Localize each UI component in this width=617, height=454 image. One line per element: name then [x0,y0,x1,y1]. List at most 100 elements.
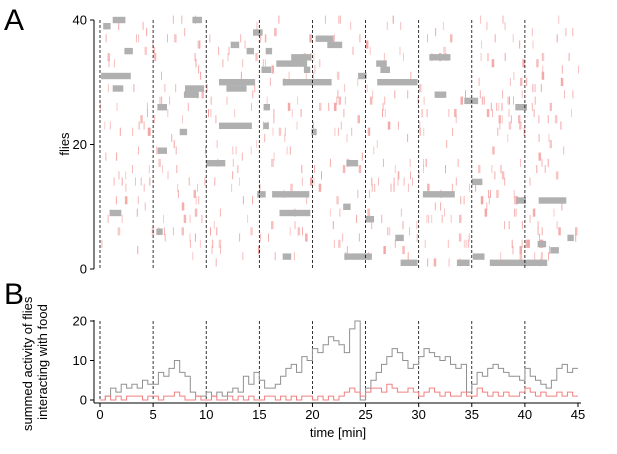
activity-tick [539,233,540,242]
activity-tick [501,102,503,111]
activity-tick [210,96,212,105]
activity-tick [529,214,531,223]
activity-tick [419,84,422,93]
activity-tick [479,90,481,99]
activity-tick [181,227,184,236]
activity-tick [138,121,140,130]
activity-tick [318,183,322,192]
interaction-bout [365,216,375,223]
activity-tick [108,59,110,68]
activity-tick [204,177,206,186]
activity-tick [502,15,504,24]
activity-tick [521,221,523,230]
interaction-bout [400,259,418,266]
activity-tick [231,183,233,192]
activity-tick [329,208,331,217]
activity-tick [565,28,567,37]
interaction-bout [253,29,263,36]
activity-tick [336,196,339,205]
activity-tick [109,121,111,130]
activity-tick [336,71,340,80]
interaction-bout [429,54,451,61]
activity-tick [523,127,525,136]
activity-tick [490,189,491,198]
activity-tick [382,109,383,118]
activity-tick [328,102,330,111]
activity-tick [205,146,207,155]
activity-tick [182,115,183,124]
activity-tick [136,34,137,43]
interaction-bout [282,79,332,86]
activity-tick [367,208,370,217]
activity-tick [114,59,115,68]
interaction-bout [291,54,312,61]
activity-tick [419,127,421,136]
activity-tick [383,246,386,255]
activity-tick [386,21,388,30]
activity-tick [259,183,261,192]
activity-tick [135,177,136,186]
activity-tick [338,239,341,248]
interaction-bout [343,203,351,210]
activity-tick [421,109,423,118]
activity-tick [426,109,428,118]
activity-tick [494,34,496,43]
activity-tick [403,53,404,62]
activity-tick [206,84,208,93]
activity-tick [465,239,467,248]
activity-tick [214,177,216,186]
activity-tick [468,233,470,242]
interaction-bout [282,253,292,260]
activity-tick [240,71,242,80]
activity-tick [334,127,336,136]
activity-tick [475,183,477,192]
activity-tick [400,208,402,217]
activity-tick [376,140,378,149]
activity-tick [428,214,430,223]
activity-tick [314,65,316,74]
activity-tick [266,96,268,105]
interaction-bout [516,197,526,204]
activity-tick [144,46,147,55]
activity-tick [537,221,539,230]
activity-tick [138,34,140,43]
activity-tick [541,71,545,80]
activity-tick [194,53,196,62]
activity-tick [553,208,555,217]
activity-tick [149,177,151,186]
activity-tick [302,227,303,236]
activity-tick [117,227,121,236]
activity-tick [313,177,315,186]
activity-tick [540,252,542,261]
activity-tick [181,15,183,24]
interaction-bout [263,122,269,129]
x-tick-label-b: 40 [518,407,532,422]
activity-tick [549,102,551,111]
activity-tick [509,96,510,105]
activity-tick [251,102,252,111]
activity-tick [531,28,533,37]
activity-tick [556,34,558,43]
activity-tick [287,102,291,111]
interaction-bout [261,66,272,73]
activity-tick [357,189,359,198]
activity-tick [448,258,450,267]
activity-tick [498,115,501,124]
activity-tick [232,158,234,167]
interaction-bout [489,259,548,266]
activity-tick [447,239,449,248]
activity-tick [274,252,276,261]
activity-tick [504,177,506,186]
activity-tick [101,239,103,248]
activity-tick [537,227,539,236]
activity-tick [578,65,579,74]
activity-tick [254,84,256,93]
x-axis-title-b: time [min] [310,425,366,440]
activity-tick [156,146,157,155]
activity-tick [262,121,264,130]
activity-tick [480,15,482,24]
activity-tick [289,146,291,155]
activity-tick [519,40,521,49]
x-tick-label-b: 30 [411,407,425,422]
activity-tick [544,165,546,174]
